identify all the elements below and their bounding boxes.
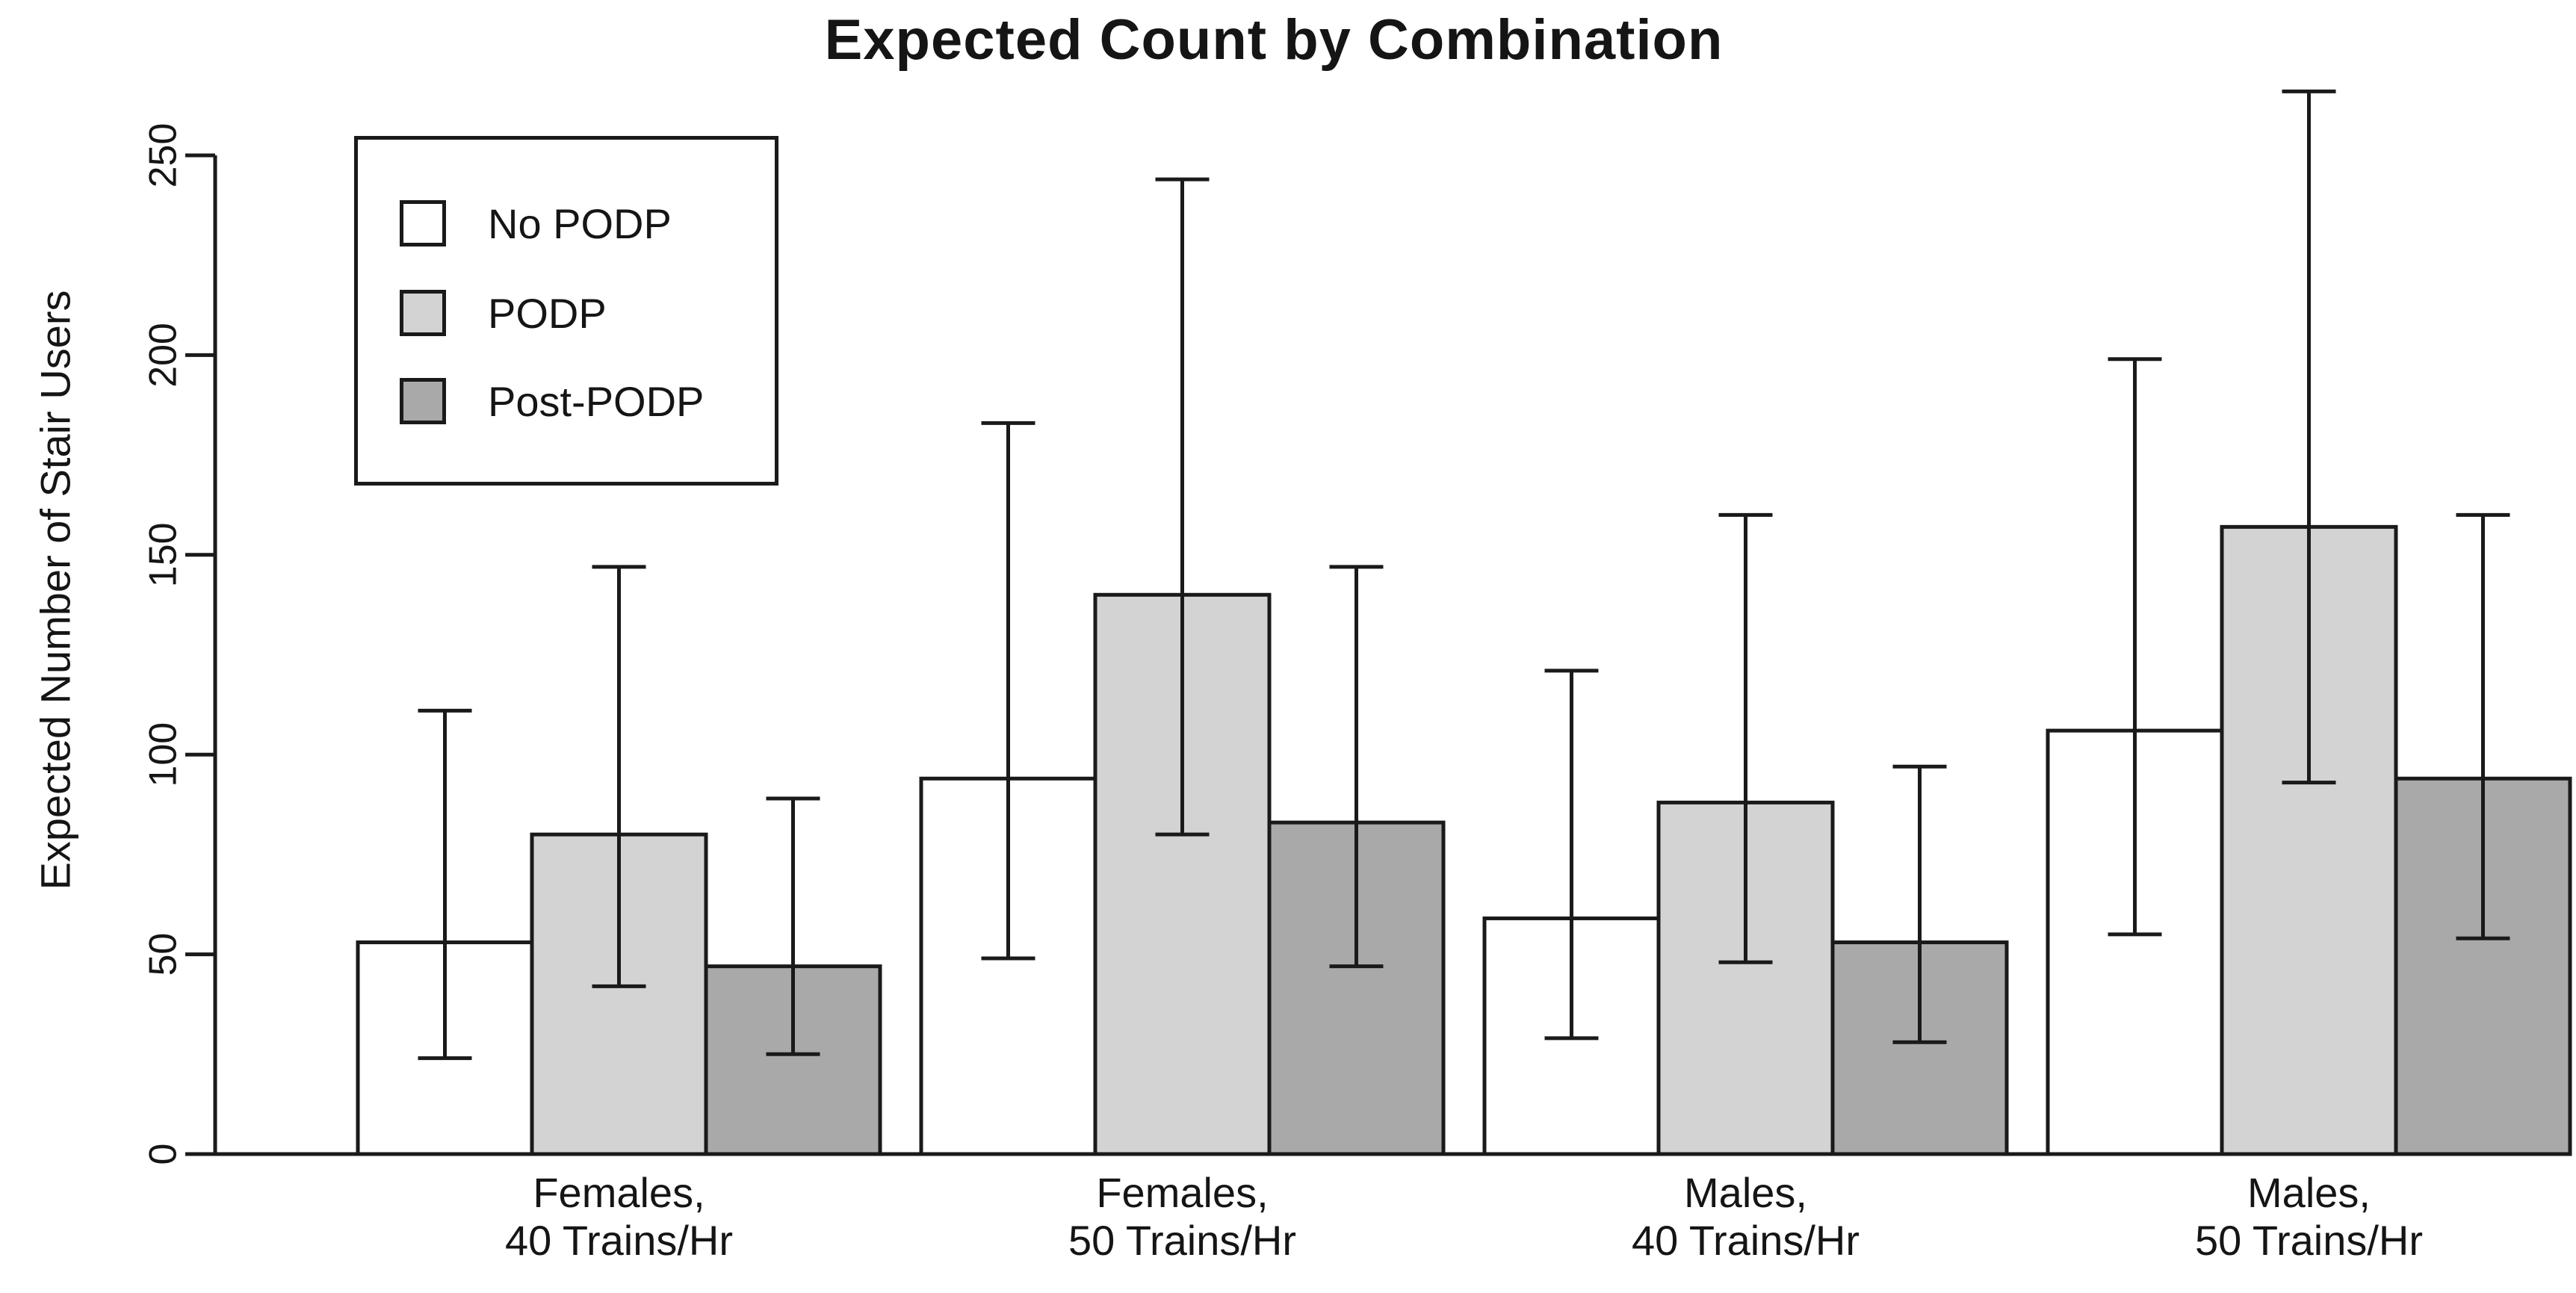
- y-tick-label: 50: [142, 933, 185, 976]
- legend-swatch-post-podp: [400, 378, 446, 424]
- legend-label-no-podp: No PODP: [488, 199, 672, 247]
- legend: No PODP PODP Post-PODP: [354, 136, 778, 486]
- legend-label-post-podp: Post-PODP: [488, 377, 705, 425]
- legend-entry-podp: PODP: [400, 289, 607, 337]
- x-category-label-line2: 40 Trains/Hr: [1632, 1217, 1860, 1264]
- legend-entry-no-podp: No PODP: [400, 199, 672, 247]
- y-tick-label: 150: [142, 522, 185, 587]
- x-category-label-line1: Males,: [2247, 1169, 2371, 1216]
- y-tick-label: 0: [142, 1144, 185, 1165]
- y-tick-label: 100: [142, 722, 185, 787]
- y-tick-label: 250: [142, 123, 185, 188]
- x-category-label-line2: 50 Trains/Hr: [1068, 1217, 1296, 1264]
- x-category-label-line2: 40 Trains/Hr: [505, 1217, 733, 1264]
- y-tick-label: 200: [142, 323, 185, 388]
- x-category-label-line1: Females,: [1096, 1169, 1268, 1216]
- x-category-label-line1: Females,: [533, 1169, 705, 1216]
- x-category-label-line1: Males,: [1684, 1169, 1807, 1216]
- legend-swatch-no-podp: [400, 200, 446, 246]
- legend-label-podp: PODP: [488, 289, 607, 337]
- x-category-label-line2: 50 Trains/Hr: [2195, 1217, 2423, 1264]
- legend-entry-post-podp: Post-PODP: [400, 377, 704, 425]
- chart-title: Expected Count by Combination: [824, 8, 1724, 72]
- legend-swatch-podp: [400, 290, 446, 336]
